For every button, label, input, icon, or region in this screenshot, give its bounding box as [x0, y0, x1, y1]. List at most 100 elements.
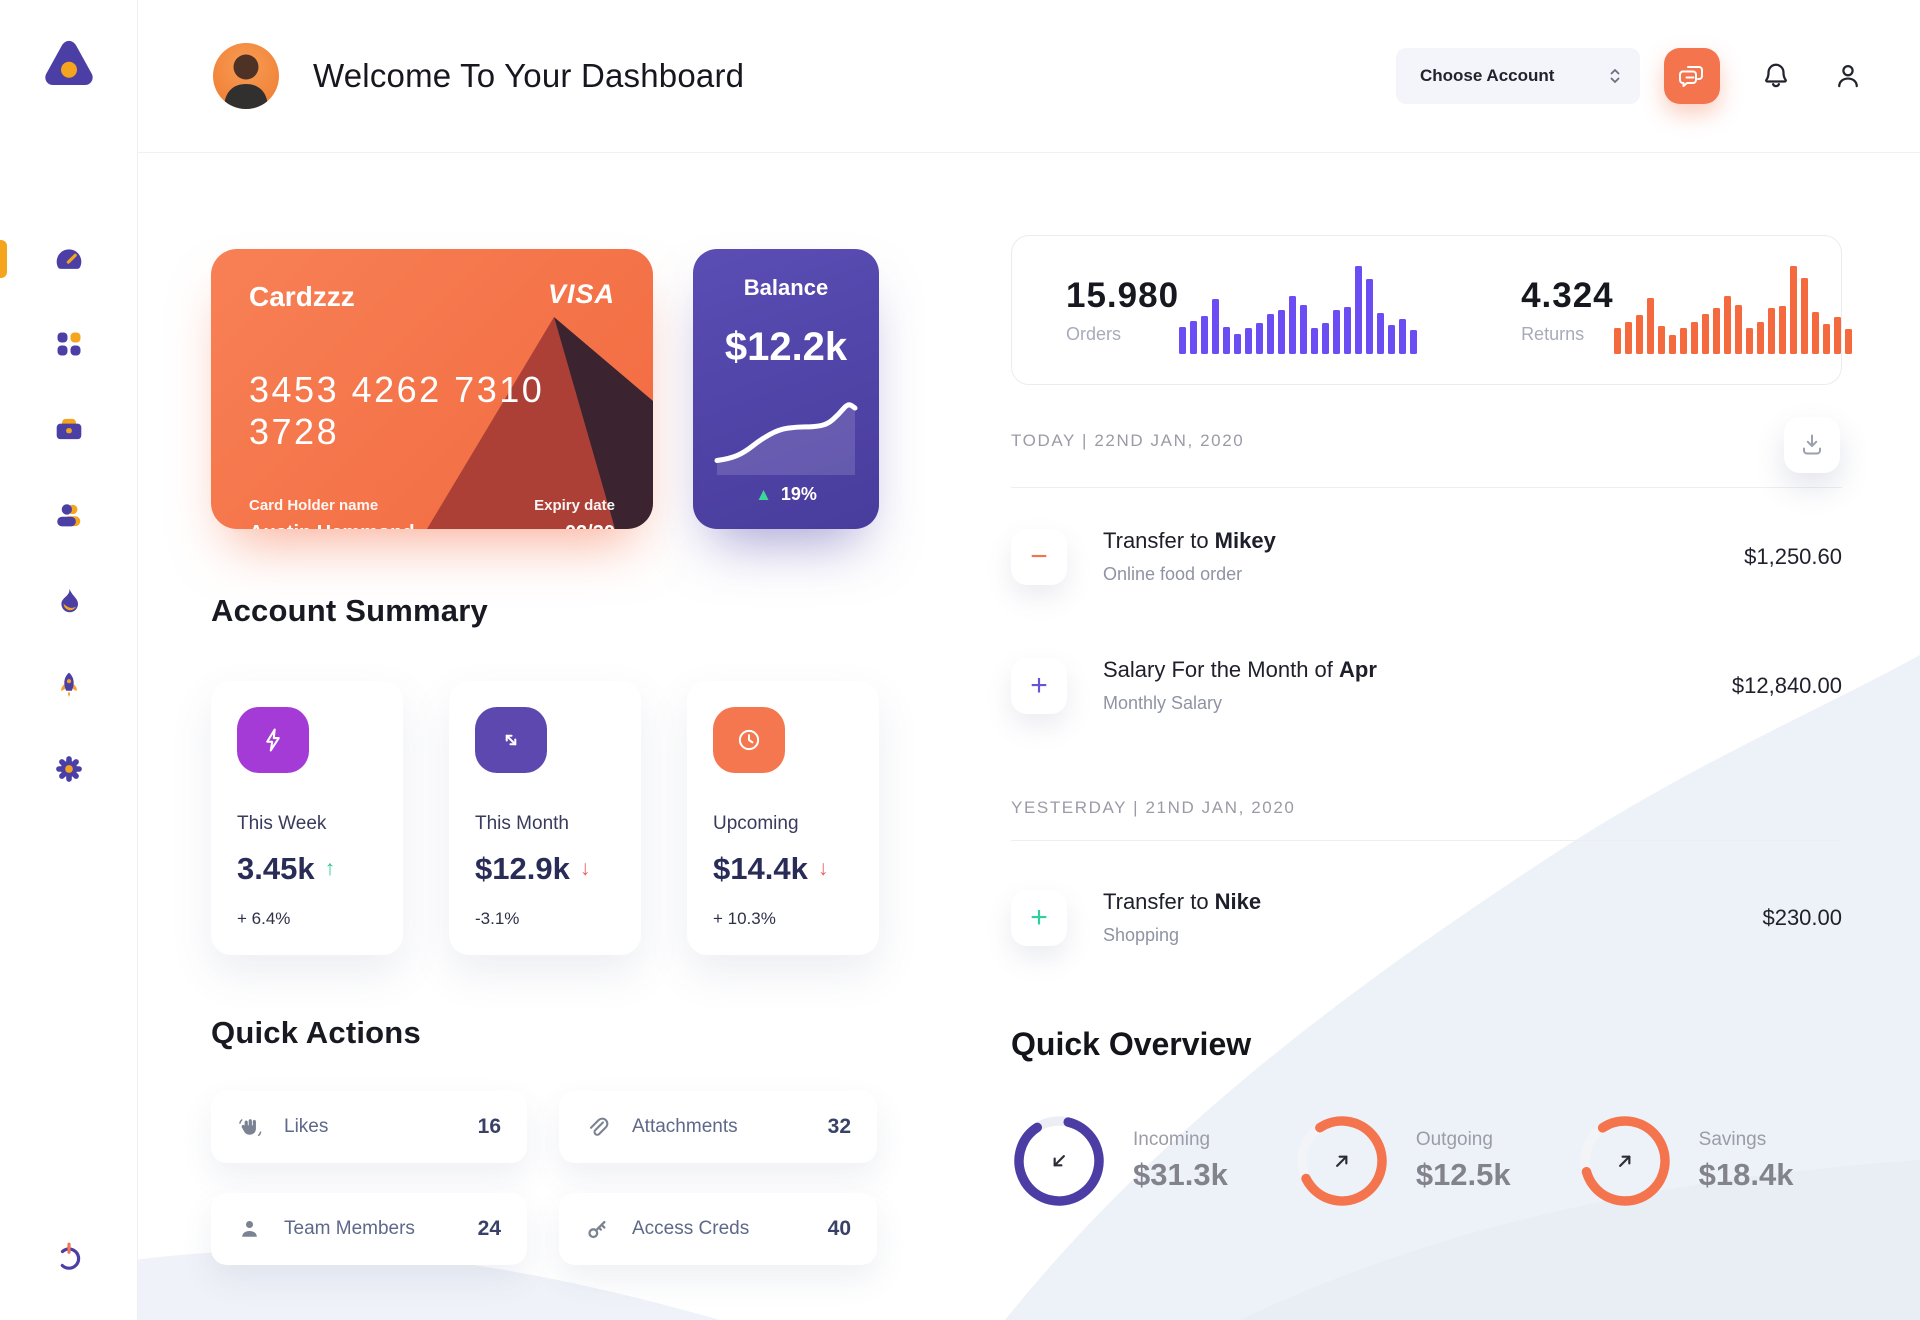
sidebar: [0, 0, 138, 1320]
summary-value: $12.9k ↓: [475, 851, 591, 886]
quick-actions-heading: Quick Actions: [211, 1015, 421, 1050]
summary-value: $14.4k ↓: [713, 851, 829, 886]
download-icon: [1803, 434, 1821, 455]
briefcase-icon: [56, 418, 81, 440]
balance-card: Balance $12.2k ▲ 19%: [693, 249, 879, 529]
transaction-row-salary[interactable]: + Salary For the Month of Apr Monthly Sa…: [1011, 657, 1842, 714]
app-logo[interactable]: [39, 34, 99, 94]
flame-icon: [60, 588, 78, 613]
balance-sparkline-chart: [714, 402, 858, 475]
speedometer-icon: [56, 249, 81, 269]
transaction-title: Transfer to Mikey: [1103, 528, 1276, 553]
lightning-icon: [266, 728, 280, 752]
orders-value: 15.980: [1066, 275, 1180, 315]
arrow-up-right-icon: [1618, 1155, 1631, 1167]
trend-down-arrow-icon: ↓: [579, 857, 591, 880]
user-avatar[interactable]: [213, 43, 279, 109]
transaction-row-mikey[interactable]: − Transfer to Mikey Online food order $1…: [1011, 528, 1842, 585]
sidebar-item-apps[interactable]: [0, 330, 137, 358]
summary-delta: -3.1%: [475, 909, 520, 928]
account-summary-heading: Account Summary: [211, 593, 488, 628]
person-icon: [242, 1220, 257, 1237]
bell-icon: [1765, 63, 1787, 88]
returns-value: 4.324: [1521, 275, 1614, 315]
quick-action-likes[interactable]: Likes 16: [211, 1091, 527, 1163]
quick-action-access-creds[interactable]: Access Creds 40: [559, 1193, 877, 1265]
sidebar-item-dashboard[interactable]: [0, 244, 137, 274]
quick-action-count: 16: [477, 1115, 501, 1138]
transaction-row-nike[interactable]: + Transfer to Nike Shopping $230.00: [1011, 889, 1842, 946]
card-mountain-decoration: [427, 317, 653, 529]
overview-label: Savings: [1698, 1129, 1767, 1150]
overview-value: $18.4k: [1698, 1157, 1794, 1192]
arrow-down-left-icon: [1053, 1155, 1065, 1167]
account-selector[interactable]: Choose Account: [1396, 48, 1640, 104]
grid-icon: [57, 332, 80, 356]
transaction-subtitle: Online food order: [1103, 564, 1243, 584]
card-holder-label: Card Holder name: [249, 497, 379, 514]
quick-action-label: Attachments: [632, 1116, 738, 1137]
download-button[interactable]: [1784, 417, 1840, 473]
paperclip-icon: [590, 1117, 609, 1136]
rocket-icon: [60, 672, 77, 697]
divider: [1011, 487, 1842, 488]
quick-action-attachments[interactable]: Attachments 32: [559, 1091, 877, 1163]
quick-overview-heading: Quick Overview: [1011, 1026, 1252, 1062]
summary-card-this-week: This Week 3.45k ↑ + 6.4%: [211, 681, 403, 955]
sidebar-item-contacts[interactable]: [0, 500, 137, 530]
key-icon: [588, 1220, 606, 1238]
summary-label: This Month: [475, 813, 569, 834]
chevron-up-down-icon: [1610, 69, 1620, 83]
transaction-subtitle: Shopping: [1103, 925, 1180, 945]
overview-value: $31.3k: [1133, 1157, 1228, 1192]
up-triangle-icon: ▲: [755, 484, 772, 504]
card-details: Card Holder name Austin Hammond Expiry d…: [249, 497, 615, 529]
balance-change-value: 19%: [780, 484, 817, 504]
quick-action-count: 40: [827, 1217, 851, 1240]
overview-label: Outgoing: [1415, 1129, 1493, 1150]
profile-button[interactable]: [1832, 60, 1864, 92]
clock-icon: [738, 729, 760, 751]
outgoing-ring-chart: [1294, 1113, 1390, 1209]
sidebar-item-trending[interactable]: [0, 586, 137, 614]
summary-card-this-month: This Month $12.9k ↓ -3.1%: [449, 681, 641, 955]
transaction-amount: $1,250.60: [1744, 543, 1842, 569]
cards-row: Cardzzz VISA 3453 4262 7310 3728 Card Ho…: [211, 249, 879, 529]
account-selector-label: Choose Account: [1420, 66, 1555, 85]
plus-icon: +: [1011, 889, 1067, 946]
transactions-date-yesterday: YESTERDAY | 21ND JAN, 2020: [1011, 798, 1296, 817]
notifications-button[interactable]: [1760, 60, 1792, 92]
card-expiry: 02/30: [534, 522, 615, 529]
balance-title: Balance: [743, 275, 829, 300]
card-expiry-label: Expiry date: [534, 497, 615, 514]
swap-diagonal-icon: [505, 734, 517, 746]
sidebar-item-portfolio[interactable]: [0, 414, 137, 444]
transaction-title: Salary For the Month of Apr: [1103, 657, 1377, 682]
transaction-amount: $12,840.00: [1731, 672, 1842, 698]
logout-button[interactable]: [54, 1241, 84, 1278]
visa-logo: VISA: [547, 279, 615, 309]
arrow-up-right-icon: [1335, 1155, 1348, 1167]
sidebar-item-settings[interactable]: [0, 754, 137, 784]
overview-outgoing: Outgoing $12.5k: [1294, 1113, 1511, 1209]
power-icon: [57, 1242, 80, 1270]
quick-action-label: Team Members: [284, 1218, 415, 1239]
balance-change: ▲ 19%: [755, 484, 817, 505]
quick-action-label: Access Creds: [632, 1218, 750, 1239]
page-title: Welcome To Your Dashboard: [313, 57, 745, 94]
overview-incoming: Incoming $31.3k: [1011, 1113, 1228, 1209]
orders-stat: 15.980 Orders: [1012, 236, 1467, 384]
quick-action-team-members[interactable]: Team Members 24: [211, 1193, 527, 1265]
quick-action-label: Likes: [284, 1116, 329, 1137]
quick-action-count: 32: [827, 1115, 851, 1138]
summary-value: 3.45k ↑: [237, 851, 336, 886]
transaction-title: Transfer to Nike: [1103, 889, 1262, 914]
sidebar-item-boost[interactable]: [0, 670, 137, 698]
summary-label: Upcoming: [713, 813, 799, 834]
messages-button[interactable]: [1664, 48, 1720, 104]
profile-icon: [1838, 64, 1858, 88]
quick-actions-grid: Likes 16 Attachments 32 Team Members: [211, 1091, 879, 1265]
transactions-date-today: TODAY | 22ND JAN, 2020: [1011, 417, 1842, 473]
overview-value: $12.5k: [1415, 1157, 1511, 1192]
sidebar-nav: [0, 244, 137, 784]
